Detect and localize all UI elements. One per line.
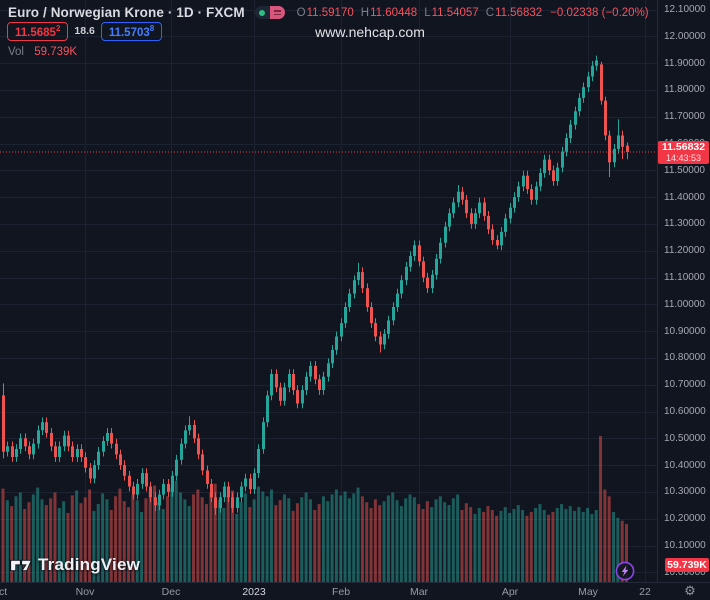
price-tick-label: 11.50000	[664, 164, 705, 176]
ask-value: 11.5703	[108, 26, 150, 39]
price-tick-label: 10.50000	[664, 432, 706, 444]
time-tick-label: May	[578, 586, 598, 598]
volume-legend-row: Vol 59.739K	[8, 46, 77, 58]
price-axis[interactable]: 12.10000 12.00000 11.90000 11.80000 11.70000…	[657, 0, 710, 582]
volume-label[interactable]: Vol	[8, 46, 24, 58]
price-tick-label: 10.90000	[664, 325, 706, 337]
time-tick-label: Oct	[0, 586, 8, 598]
ask-price-box[interactable]: 11.57038	[100, 22, 163, 41]
time-tick-label: 2023	[242, 586, 266, 598]
price-tick-label: 10.60000	[664, 406, 706, 417]
price-tick-label: 11.40000	[664, 191, 705, 203]
time-tick-label: 22	[639, 586, 651, 598]
legend-visibility-toggle[interactable]	[254, 6, 285, 19]
time-tick-label: Feb	[331, 586, 351, 598]
volume-value: 59.739K	[34, 46, 78, 58]
price-tick-label: 10.70000	[664, 379, 706, 391]
watermark: www.nehcap.com	[315, 24, 425, 40]
change-value: −0.02338 (−0.20%)	[550, 6, 649, 19]
bid-price-box[interactable]: 11.56852	[7, 22, 69, 41]
time-tick-label: Mar	[409, 586, 429, 598]
ask-sup-digit: 8	[149, 24, 155, 33]
price-tick-label: 11.20000	[664, 245, 705, 257]
price-tick-label: 10.30000	[664, 486, 706, 498]
legend-show-dot-icon	[254, 6, 270, 19]
volume-axis-label: 59.739K	[665, 558, 709, 572]
time-tick-label: Dec	[161, 586, 181, 598]
price-tick-label: 10.10000	[664, 540, 706, 551]
chart-legend-row: Euro / Norwegian Krone · 1D · FXCM O 11.5…	[8, 5, 649, 20]
price-tick-label: 11.30000	[664, 218, 705, 230]
price-tick-label: 12.10000	[664, 4, 706, 15]
bid-value: 11.5685	[15, 26, 56, 39]
high-value: 11.60448	[370, 6, 418, 19]
price-tick-label: 11.90000	[664, 57, 705, 69]
open-label: O	[296, 6, 306, 19]
high-label: H	[360, 6, 370, 19]
legend-menu-icon	[269, 6, 285, 19]
price-tick-label: 11.80000	[664, 84, 705, 96]
tradingview-logo[interactable]: TradingView	[10, 555, 140, 575]
time-tick-label: Nov	[75, 586, 95, 598]
price-tick-label: 10.40000	[664, 459, 706, 471]
axis-settings-gear-icon[interactable]: ⚙	[684, 583, 696, 598]
bid-ask-row: 11.56852 18.6 11.57038	[7, 22, 163, 41]
spread-value: 18.6	[74, 25, 95, 38]
price-tick-label: 10.80000	[664, 352, 706, 364]
last-price-label: 11.56832 14:43:53	[658, 141, 709, 164]
close-label: C	[485, 6, 495, 19]
low-value: 11.54057	[431, 6, 479, 19]
open-value: 11.59170	[306, 6, 354, 19]
flash-boost-icon[interactable]	[614, 560, 636, 582]
tradingview-logo-icon	[10, 559, 32, 571]
price-tick-label: 11.10000	[664, 272, 705, 283]
price-tick-label: 11.70000	[664, 111, 705, 123]
bid-sup-digit: 2	[55, 24, 61, 33]
last-price-value: 11.56832	[661, 141, 706, 153]
time-tick-label: Apr	[501, 586, 519, 598]
bar-countdown: 14:43:53	[665, 153, 702, 163]
price-tick-label: 10.00000	[664, 566, 706, 578]
close-value: 11.56832	[495, 6, 543, 19]
price-tick-label: 11.00000	[664, 298, 705, 310]
price-tick-label: 12.00000	[664, 30, 706, 42]
time-axis[interactable]: Oct Nov Dec 2023 Feb Mar Apr May 22	[0, 582, 710, 600]
price-tick-label: 10.20000	[664, 513, 706, 525]
low-label: L	[424, 6, 431, 19]
ohlc-values: O 11.59170 H 11.60448 L 11.54057 C 11.56832 …	[297, 7, 649, 19]
tradingview-logo-text: TradingView	[38, 555, 141, 574]
symbol-title[interactable]: Euro / Norwegian Krone · 1D · FXCM	[8, 5, 245, 20]
